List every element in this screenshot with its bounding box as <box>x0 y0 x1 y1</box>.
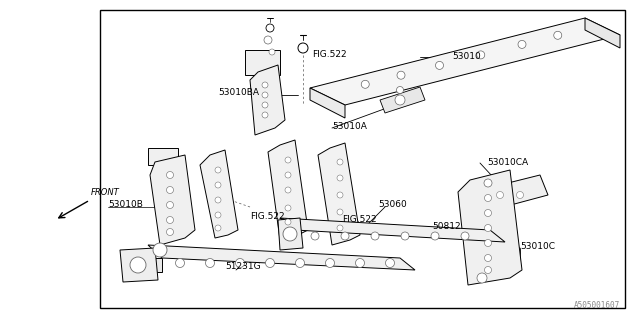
Text: 53010: 53010 <box>452 52 481 61</box>
Circle shape <box>205 259 214 268</box>
Polygon shape <box>200 150 238 238</box>
Circle shape <box>361 80 369 88</box>
Circle shape <box>385 259 394 268</box>
Circle shape <box>264 36 272 44</box>
Polygon shape <box>380 87 425 113</box>
Circle shape <box>215 197 221 203</box>
Polygon shape <box>280 218 505 242</box>
Text: 53010A: 53010A <box>332 122 367 131</box>
Text: 50812: 50812 <box>432 222 461 231</box>
Polygon shape <box>480 175 548 210</box>
Circle shape <box>262 102 268 108</box>
Polygon shape <box>268 140 308 240</box>
Text: 51231G: 51231G <box>225 262 260 271</box>
Circle shape <box>285 219 291 225</box>
Circle shape <box>130 257 146 273</box>
Circle shape <box>166 172 173 179</box>
Circle shape <box>497 191 504 198</box>
Circle shape <box>518 40 526 48</box>
Text: 53010CA: 53010CA <box>487 158 528 167</box>
Circle shape <box>431 232 439 240</box>
Circle shape <box>166 202 173 209</box>
Circle shape <box>484 179 492 187</box>
Circle shape <box>337 209 343 215</box>
Text: FIG.522: FIG.522 <box>250 212 285 221</box>
Circle shape <box>166 217 173 223</box>
Circle shape <box>337 192 343 198</box>
Circle shape <box>337 159 343 165</box>
Circle shape <box>215 212 221 218</box>
Circle shape <box>355 259 365 268</box>
Circle shape <box>311 232 319 240</box>
Text: 53010B: 53010B <box>108 200 143 209</box>
Polygon shape <box>245 50 280 75</box>
Polygon shape <box>310 18 620 105</box>
Circle shape <box>166 228 173 236</box>
Circle shape <box>236 259 244 268</box>
Circle shape <box>262 92 268 98</box>
Circle shape <box>461 232 469 240</box>
Circle shape <box>285 172 291 178</box>
Polygon shape <box>250 65 285 135</box>
Text: FIG.522: FIG.522 <box>342 215 376 224</box>
Text: FIG.522: FIG.522 <box>312 50 347 59</box>
Circle shape <box>554 31 562 39</box>
Circle shape <box>516 191 524 198</box>
Polygon shape <box>310 88 345 118</box>
Polygon shape <box>150 155 195 245</box>
Bar <box>100 10 625 308</box>
Circle shape <box>269 49 275 55</box>
Circle shape <box>484 267 492 274</box>
Circle shape <box>298 43 308 53</box>
Circle shape <box>484 195 492 202</box>
Circle shape <box>484 210 492 217</box>
Circle shape <box>401 232 409 240</box>
Circle shape <box>283 227 297 241</box>
Circle shape <box>326 259 335 268</box>
Circle shape <box>484 239 492 246</box>
Polygon shape <box>280 230 295 244</box>
Circle shape <box>477 51 484 59</box>
Polygon shape <box>458 170 522 285</box>
Circle shape <box>435 61 444 69</box>
Polygon shape <box>148 148 178 165</box>
Circle shape <box>296 259 305 268</box>
Circle shape <box>266 259 275 268</box>
Circle shape <box>285 205 291 211</box>
Circle shape <box>175 259 184 268</box>
Circle shape <box>153 243 167 257</box>
Circle shape <box>215 225 221 231</box>
Circle shape <box>262 112 268 118</box>
Circle shape <box>166 187 173 194</box>
Circle shape <box>484 225 492 231</box>
Polygon shape <box>278 218 303 250</box>
Polygon shape <box>148 245 415 270</box>
Circle shape <box>285 157 291 163</box>
Circle shape <box>215 167 221 173</box>
Text: 53010C: 53010C <box>520 242 555 251</box>
Text: A505001607: A505001607 <box>573 301 620 310</box>
Circle shape <box>266 24 274 32</box>
Polygon shape <box>585 18 620 48</box>
Circle shape <box>397 71 405 79</box>
Circle shape <box>477 273 487 283</box>
Polygon shape <box>148 258 162 272</box>
Text: FRONT: FRONT <box>91 188 120 197</box>
Text: 53060: 53060 <box>378 200 407 209</box>
Circle shape <box>337 175 343 181</box>
Circle shape <box>395 95 405 105</box>
Circle shape <box>215 182 221 188</box>
Circle shape <box>262 82 268 88</box>
Polygon shape <box>120 248 158 282</box>
Circle shape <box>397 86 403 93</box>
Circle shape <box>341 232 349 240</box>
Circle shape <box>371 232 379 240</box>
Text: 53010BA: 53010BA <box>218 88 259 97</box>
Polygon shape <box>318 143 360 245</box>
Circle shape <box>285 187 291 193</box>
Circle shape <box>484 254 492 261</box>
Circle shape <box>337 225 343 231</box>
